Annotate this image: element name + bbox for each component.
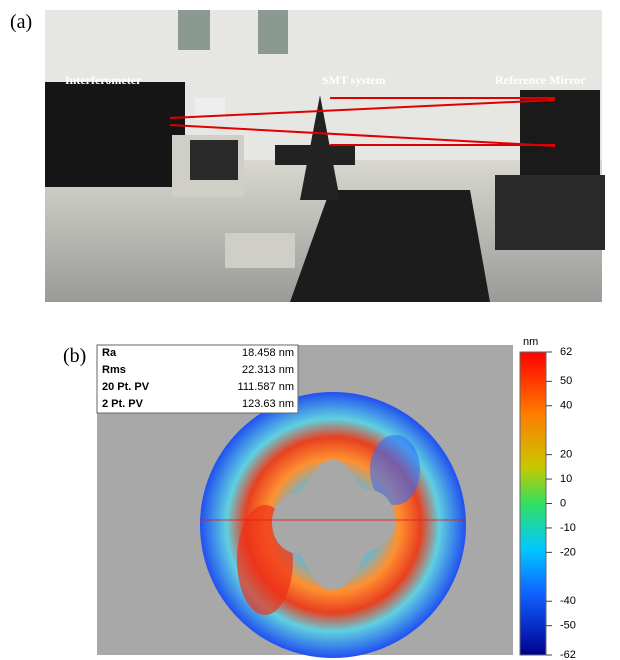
tick-label: 50 — [560, 375, 572, 387]
tick-label: -62 — [560, 649, 576, 660]
stat-value: 18.458 nm — [242, 347, 294, 359]
surface-map — [200, 392, 466, 658]
annotation: SMT system — [322, 73, 385, 87]
tick-label: -40 — [560, 595, 576, 607]
colorbar-unit: nm — [523, 336, 538, 348]
stat-name: Rms — [102, 364, 126, 376]
tick-label: 10 — [560, 473, 572, 485]
stat-value: 22.313 nm — [242, 364, 294, 376]
stat-name: Ra — [102, 347, 117, 359]
tick-label: 20 — [560, 449, 572, 461]
tick-label: -50 — [560, 620, 576, 632]
tick-label: 62 — [560, 346, 572, 358]
tick-label: 40 — [560, 400, 572, 412]
tick-label: 0 — [560, 497, 566, 509]
colorbar — [520, 352, 546, 655]
figure: (a) Interferometer SMT system Reference … — [0, 0, 620, 660]
stat-name: 2 Pt. PV — [102, 398, 144, 410]
annotation: Reference Mirror — [495, 73, 586, 87]
tick-label: -20 — [560, 546, 576, 558]
panel-label: (a) — [10, 11, 32, 33]
stat-value: 111.587 nm — [238, 381, 294, 393]
stat-name: 20 Pt. PV — [102, 381, 150, 393]
stat-value: 123.63 nm — [242, 398, 294, 410]
photo — [45, 10, 605, 302]
panel-label: (b) — [63, 345, 86, 367]
tick-label: -10 — [560, 522, 576, 534]
annotation: Interferometer — [65, 73, 142, 87]
